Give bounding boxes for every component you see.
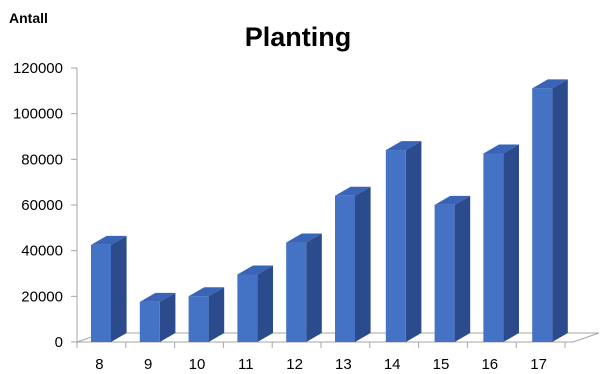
bar-front-face [335,195,355,342]
bar-front-face [237,274,258,342]
x-tick-label: 17 [530,356,547,373]
bar-side-face [355,186,371,342]
bar-9 [139,292,176,342]
bar-side-face [405,141,422,342]
bar-15 [434,195,471,342]
bar-17 [532,79,568,343]
bar-8 [91,235,127,342]
y-tick-label: 0 [55,334,63,351]
bar-13 [335,186,371,342]
bar-side-face [208,287,225,342]
bar-side-face [503,144,519,342]
bar-top-face [385,141,422,151]
x-tick-label: 14 [384,356,401,373]
x-tick-label: 16 [481,356,498,373]
x-tick-label: 11 [238,356,254,373]
y-tick-label: 60000 [21,197,63,214]
y-tick-label: 40000 [21,243,63,260]
bar-side-face [159,292,176,342]
bar-11 [237,265,273,342]
bar-top-face [335,186,371,196]
bar-top-face [91,235,127,245]
bar-side-face [454,195,471,342]
y-tick-label: 120000 [13,60,63,77]
y-axis-label: Antall [9,10,48,26]
bar-side-face [111,235,127,342]
bar-side-face [552,79,568,343]
bar-top-face [532,79,568,89]
bar-10 [188,287,225,342]
bar-front-face [434,204,455,342]
chart-title: Planting [245,22,352,52]
y-tick-label: 80000 [21,151,63,168]
bar-side-face [257,265,273,342]
bar-top-face [434,195,471,205]
bar-front-face [286,242,307,342]
x-tick-label: 10 [189,356,206,373]
bar-top-face [483,144,519,154]
x-tick-label: 9 [144,356,152,373]
bar-top-face [237,265,273,275]
bar-front-face [483,153,504,342]
bar-12 [286,233,322,342]
bar-top-face [286,233,322,243]
x-tick-label: 15 [433,356,450,373]
bar-front-face [385,150,406,342]
bar-front-face [91,244,111,342]
y-tick-label: 20000 [21,288,63,305]
bar-14 [385,141,422,342]
bar-16 [483,144,519,342]
bar-front-face [139,301,160,342]
bar-top-face [188,287,225,297]
bar-front-face [532,88,553,343]
x-tick-label: 8 [95,356,103,373]
bar-top-face [139,292,176,302]
x-tick-label: 12 [286,356,303,373]
x-tick-label: 13 [335,356,352,373]
bar-front-face [188,296,209,342]
bar-side-face [306,233,322,342]
y-tick-label: 100000 [13,106,63,123]
